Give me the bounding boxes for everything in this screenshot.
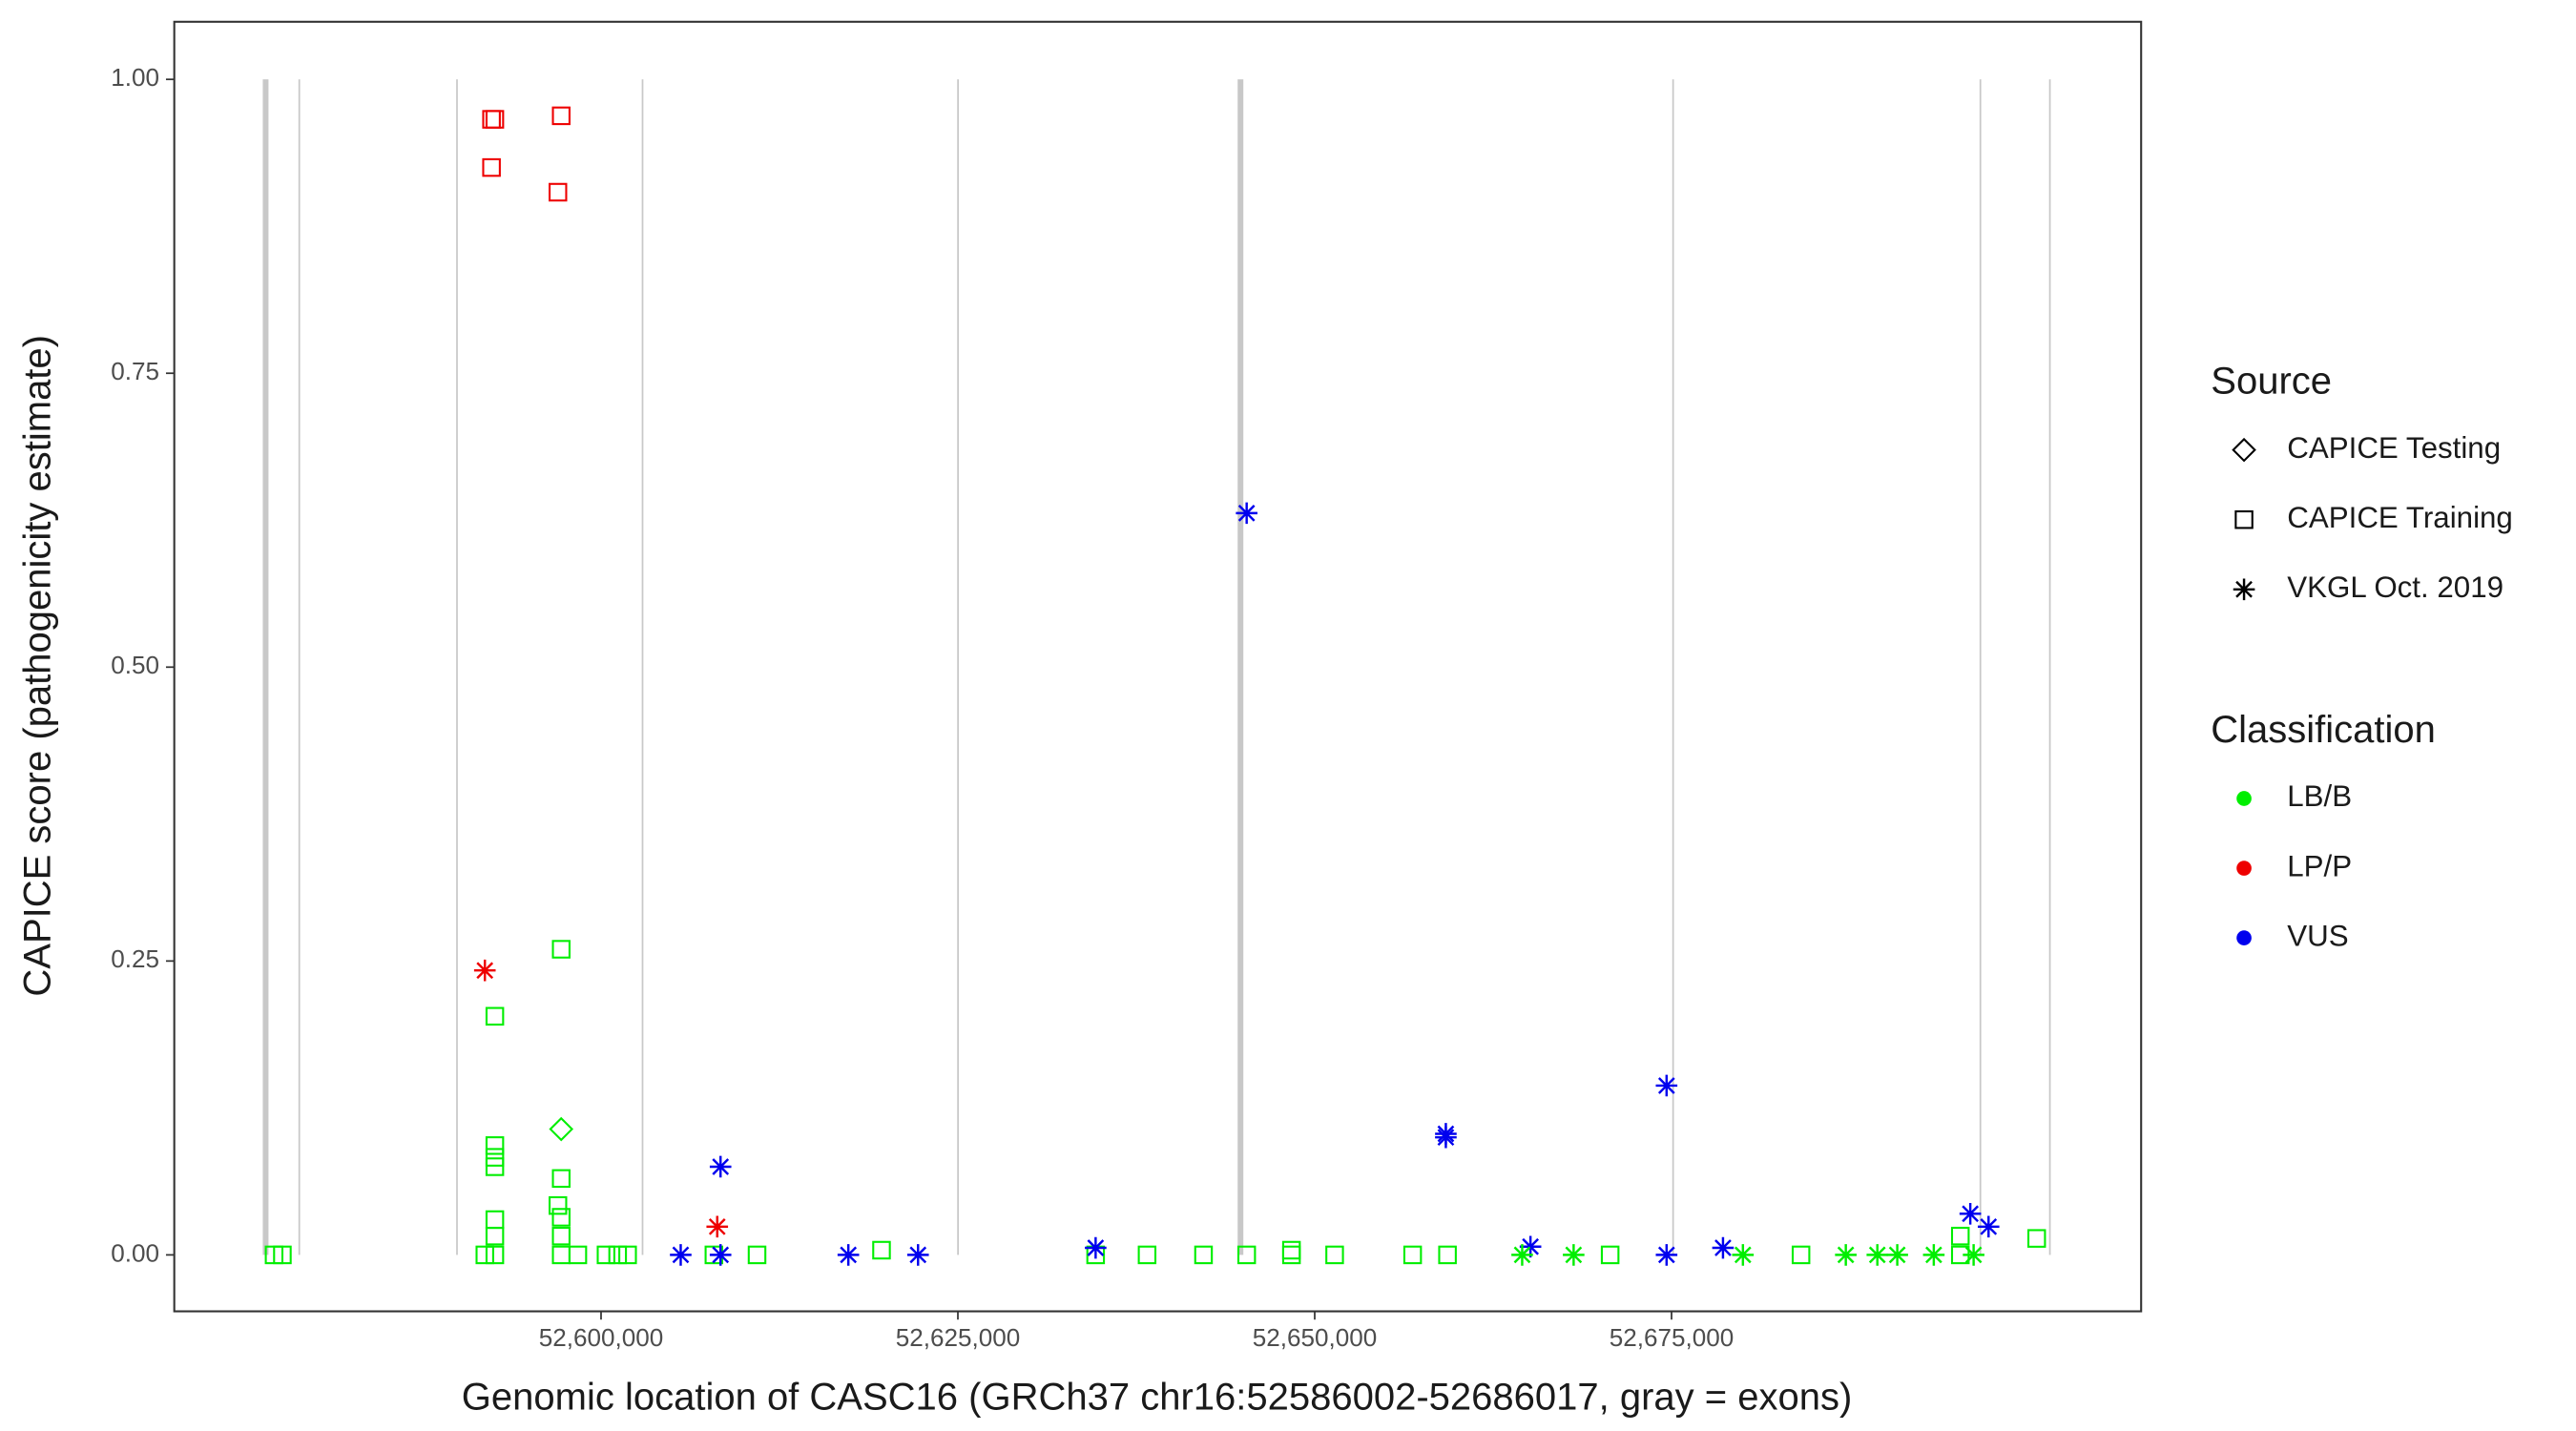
point xyxy=(1511,1244,1533,1266)
point xyxy=(1977,1215,2000,1238)
point xyxy=(837,1244,860,1266)
point xyxy=(1137,1245,1157,1265)
x-axis-title: Genomic location of CASC16 (GRCh37 chr16… xyxy=(462,1376,1853,1418)
exon xyxy=(957,79,959,1255)
exon xyxy=(298,79,301,1255)
point xyxy=(1866,1244,1889,1266)
plot-area xyxy=(165,78,2051,1320)
point xyxy=(1655,1074,1678,1097)
point xyxy=(1085,1236,1107,1259)
exon xyxy=(1237,79,1244,1255)
point xyxy=(1950,1226,1970,1246)
point xyxy=(1236,502,1257,525)
legend-symbol xyxy=(2236,791,2252,806)
point xyxy=(1435,1126,1457,1149)
point xyxy=(1563,1244,1585,1266)
exon xyxy=(1979,79,1982,1255)
point xyxy=(1281,1245,1301,1265)
y-tick-label: 0.75 xyxy=(111,357,159,385)
y-tick-label: 1.00 xyxy=(111,63,159,92)
x-tick-label: 52,600,000 xyxy=(539,1323,664,1352)
y-tick-label: 0.50 xyxy=(111,651,159,679)
legend-title: Source xyxy=(2211,361,2332,403)
y-tick-label: 0.00 xyxy=(111,1238,159,1267)
point xyxy=(670,1244,692,1266)
point xyxy=(568,1245,588,1265)
legend-symbol xyxy=(2234,509,2254,529)
point xyxy=(1712,1236,1735,1259)
point xyxy=(1959,1202,1982,1225)
point xyxy=(608,1245,628,1265)
x-tick-label: 52,650,000 xyxy=(1253,1323,1378,1352)
legend-symbol xyxy=(2236,930,2252,945)
point xyxy=(747,1245,767,1265)
exon xyxy=(641,79,644,1255)
point xyxy=(485,110,505,129)
point xyxy=(1835,1244,1857,1266)
point xyxy=(1236,1245,1257,1265)
point xyxy=(485,1148,505,1167)
y-axis-title: CAPICE score (pathogenicity estimate) xyxy=(16,335,58,997)
exon xyxy=(1672,79,1674,1255)
point xyxy=(872,1240,891,1260)
legend-symbol xyxy=(2236,861,2252,876)
legend-symbol xyxy=(2232,437,2256,463)
point xyxy=(473,959,496,982)
point xyxy=(551,1208,571,1227)
point xyxy=(551,940,571,959)
point xyxy=(1519,1235,1542,1258)
point xyxy=(485,1226,505,1246)
point xyxy=(551,106,571,126)
point xyxy=(1922,1244,1945,1266)
point xyxy=(475,1245,494,1265)
point xyxy=(485,1157,505,1176)
legend-entry: VUS xyxy=(2287,919,2348,952)
panel-border xyxy=(173,20,2143,1313)
point xyxy=(1194,1245,1214,1265)
x-tick-label: 52,675,000 xyxy=(1610,1323,1735,1352)
point xyxy=(485,1006,505,1027)
exon xyxy=(456,79,458,1255)
legend-entry: LB/B xyxy=(2287,779,2352,813)
y-tick-label: 0.25 xyxy=(111,944,159,973)
point xyxy=(1732,1244,1755,1266)
legend-entry: VKGL Oct. 2019 xyxy=(2287,570,2503,604)
point xyxy=(618,1245,637,1265)
point xyxy=(596,1245,615,1265)
point xyxy=(709,1244,732,1266)
exon xyxy=(2048,79,2051,1255)
point xyxy=(482,157,501,177)
point xyxy=(1963,1244,1984,1266)
point xyxy=(1402,1245,1423,1265)
point xyxy=(549,1116,574,1142)
point xyxy=(706,1215,729,1238)
point xyxy=(485,1136,505,1155)
point xyxy=(906,1244,929,1266)
point xyxy=(709,1155,732,1178)
point xyxy=(551,1169,571,1189)
point xyxy=(1655,1244,1678,1266)
point xyxy=(1791,1245,1811,1265)
legend-entry: CAPICE Training xyxy=(2287,501,2513,534)
point xyxy=(1325,1245,1344,1265)
legend-symbol xyxy=(2233,578,2255,601)
point xyxy=(549,182,568,202)
x-tick-label: 52,625,000 xyxy=(896,1323,1021,1352)
legend-entry: LP/P xyxy=(2287,849,2352,882)
point xyxy=(549,1195,568,1215)
legend-entry: CAPICE Testing xyxy=(2287,431,2501,465)
point xyxy=(273,1245,292,1265)
point xyxy=(551,1226,571,1246)
exon xyxy=(262,79,269,1255)
legend-title: Classification xyxy=(2211,709,2436,751)
point xyxy=(1438,1245,1457,1265)
point xyxy=(485,1245,505,1265)
point xyxy=(2026,1229,2046,1248)
point xyxy=(1886,1244,1908,1266)
point xyxy=(1600,1245,1620,1265)
